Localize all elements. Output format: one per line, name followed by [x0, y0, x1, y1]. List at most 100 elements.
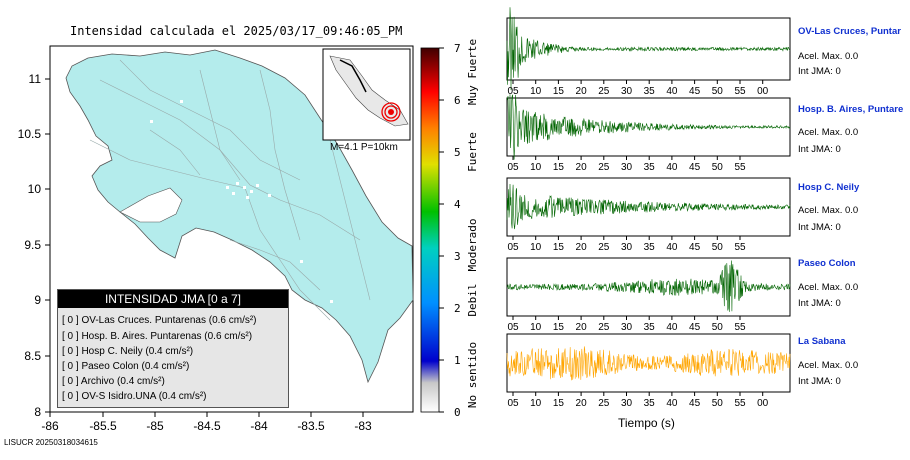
map-x-tick-label: -84 — [250, 419, 268, 433]
waveform-tick-label: 55 — [734, 86, 746, 97]
waveform-trace — [506, 7, 791, 91]
legend-row: [ 0 ] Hosp C. Neily (0.4 cm/s²) — [62, 346, 194, 357]
waveform-tick-label: 20 — [576, 162, 588, 173]
waveform-panel: 05 10 15 20 25 30 35 40 45 50 55 — [506, 177, 791, 253]
waveform-tick-label: 30 — [621, 86, 633, 97]
waveform-tick-label: 20 — [576, 86, 588, 97]
station-int: Int JMA: 0 — [798, 144, 841, 155]
waveform-panel: 05 10 15 20 25 30 35 40 45 50 55 — [506, 94, 791, 173]
station-acel: Acel. Max. 0.0 — [798, 127, 859, 138]
map-x-tick-label: -86 — [41, 419, 59, 433]
waveform-panel: 05 10 15 20 25 30 35 40 45 50 55 00 — [506, 7, 791, 97]
map-y-tick-label: 8.5 — [24, 349, 41, 363]
waveform-tick-label: 45 — [689, 322, 701, 333]
waveform-tick-label: 45 — [689, 398, 701, 409]
station-int: Int JMA: 0 — [798, 298, 841, 309]
colorbar-band-label-text: Moderado — [466, 219, 479, 272]
colorbar-band-label: Muy Fuerte — [466, 39, 479, 105]
waveform-tick-label: 25 — [598, 162, 610, 173]
waveform-tick-label: 25 — [598, 86, 610, 97]
waveform-tick-label: 20 — [576, 322, 588, 333]
waveform-tick-label: 30 — [621, 398, 633, 409]
waveform-tick-label: 30 — [621, 322, 633, 333]
waveform-tick-label: 45 — [689, 86, 701, 97]
waveform-tick-label: 55 — [734, 162, 746, 173]
map-x-tick-label: -85 — [146, 419, 164, 433]
footer-id: LISUCR 20250318034615 — [4, 438, 98, 447]
gulf-of-nicoya — [119, 187, 183, 223]
colorbar-band-label: Debil — [466, 283, 479, 316]
waveform-trace — [506, 183, 791, 230]
waveform-tick-label: 35 — [644, 162, 656, 173]
waveform-tick-label: 10 — [530, 162, 542, 173]
waveform-tick-label: 05 — [507, 322, 519, 333]
waveform-tick-label: 00 — [757, 86, 769, 97]
colorbar-band-label-text: Debil — [466, 283, 479, 316]
colorbar-tick-label: 1 — [454, 354, 461, 367]
waveform-tick-label: 25 — [598, 322, 610, 333]
colorbar-band-label: Fuerte — [466, 132, 479, 172]
map-y-tick-label: 10.5 — [18, 127, 42, 141]
waveform-trace — [506, 94, 791, 160]
intensity-legend: INTENSIDAD JMA [0 a 7] [ 0 ] OV-Las Cruc… — [57, 289, 289, 408]
waveform-tick-label: 05 — [507, 86, 519, 97]
map-x-tick-label: -83.5 — [297, 419, 325, 433]
waveform-tick-label: 40 — [666, 162, 678, 173]
waveform-tick-label: 30 — [621, 242, 633, 253]
station-name: Hosp. B. Aires, Puntare — [798, 104, 904, 115]
waveform-tick-label: 50 — [712, 398, 724, 409]
map-y-tick-label: 9.5 — [24, 238, 41, 252]
map-x-ticks: -86 -85.5 -85 -84.5 -84 -83.5 -83 — [41, 412, 372, 433]
waveform-tick-label: 40 — [666, 86, 678, 97]
epicenter-marker — [381, 102, 401, 122]
station-acel: Acel. Max. 0.0 — [798, 205, 859, 216]
waveform-tick-label: 50 — [712, 86, 724, 97]
colorbar-labels: Muy Fuerte Fuerte Moderado Debil No sentido — [466, 39, 479, 408]
waveform-tick-label: 35 — [644, 86, 656, 97]
page-title: Intensidad calculada el 2025/03/17_09:46… — [70, 24, 403, 38]
map-x-tick-label: -85.5 — [89, 419, 117, 433]
waveform-tick-label: 15 — [553, 162, 565, 173]
inset-border — [339, 59, 367, 93]
waveform-tick-label: 25 — [598, 242, 610, 253]
waveform-tick-label: 35 — [644, 242, 656, 253]
station-name: La Sabana — [798, 336, 846, 347]
waveform-tick-label: 50 — [712, 322, 724, 333]
colorbar-tick-label: 2 — [454, 302, 461, 315]
station-int: Int JMA: 0 — [798, 66, 841, 77]
station-acel: Acel. Max. 0.0 — [798, 51, 859, 62]
colorbar-tick-label: 6 — [454, 94, 461, 107]
legend-row: [ 0 ] Hosp. B. Aires. Puntarenas (0.6 cm… — [62, 331, 253, 342]
waveform-trace — [506, 346, 791, 381]
map-x-tick-label: -84.5 — [193, 419, 221, 433]
legend-title: INTENSIDAD JMA [0 a 7] — [58, 290, 288, 308]
waveform-tick-label: 05 — [507, 162, 519, 173]
waveform-tick-label: 50 — [712, 162, 724, 173]
waveform-tick-label: 55 — [734, 322, 746, 333]
waveform-tick-label: 35 — [644, 322, 656, 333]
legend-row: [ 0 ] OV-S Isidro.UNA (0.4 cm/s²) — [62, 391, 207, 402]
map-y-tick-label: 8 — [34, 405, 41, 419]
map-y-tick-label: 9 — [34, 293, 41, 307]
waveform-trace — [506, 260, 791, 312]
waveform-tick-label: 55 — [734, 242, 746, 253]
waveform-panel: 05 10 15 20 25 30 35 40 45 50 55 — [506, 257, 791, 333]
colorbar-band-label: Moderado — [466, 219, 479, 272]
road-network — [89, 59, 371, 321]
waveform-tick-label: 50 — [712, 242, 724, 253]
station-int: Int JMA: 0 — [798, 376, 841, 387]
waveform-tick-label: 55 — [734, 398, 746, 409]
station-name: OV-Las Cruces, Puntar — [798, 26, 901, 37]
station-name: Paseo Colon — [798, 258, 856, 269]
waveform-tick-label: 15 — [553, 86, 565, 97]
legend-row: [ 0 ] Archivo (0.4 cm/s²) — [62, 376, 165, 387]
legend-row: [ 0 ] OV-Las Cruces. Puntarenas (0.6 cm/… — [62, 315, 257, 326]
station-acel: Acel. Max. 0.0 — [798, 282, 859, 293]
colorbar-tick-label: 5 — [454, 146, 461, 159]
colorbar-band-label: No sentido — [466, 342, 479, 408]
town-markers — [150, 100, 333, 303]
station-acel: Acel. Max. 0.0 — [798, 360, 859, 371]
waveform-tick-label: 45 — [689, 242, 701, 253]
map-y-tick-label: 10 — [28, 182, 42, 196]
